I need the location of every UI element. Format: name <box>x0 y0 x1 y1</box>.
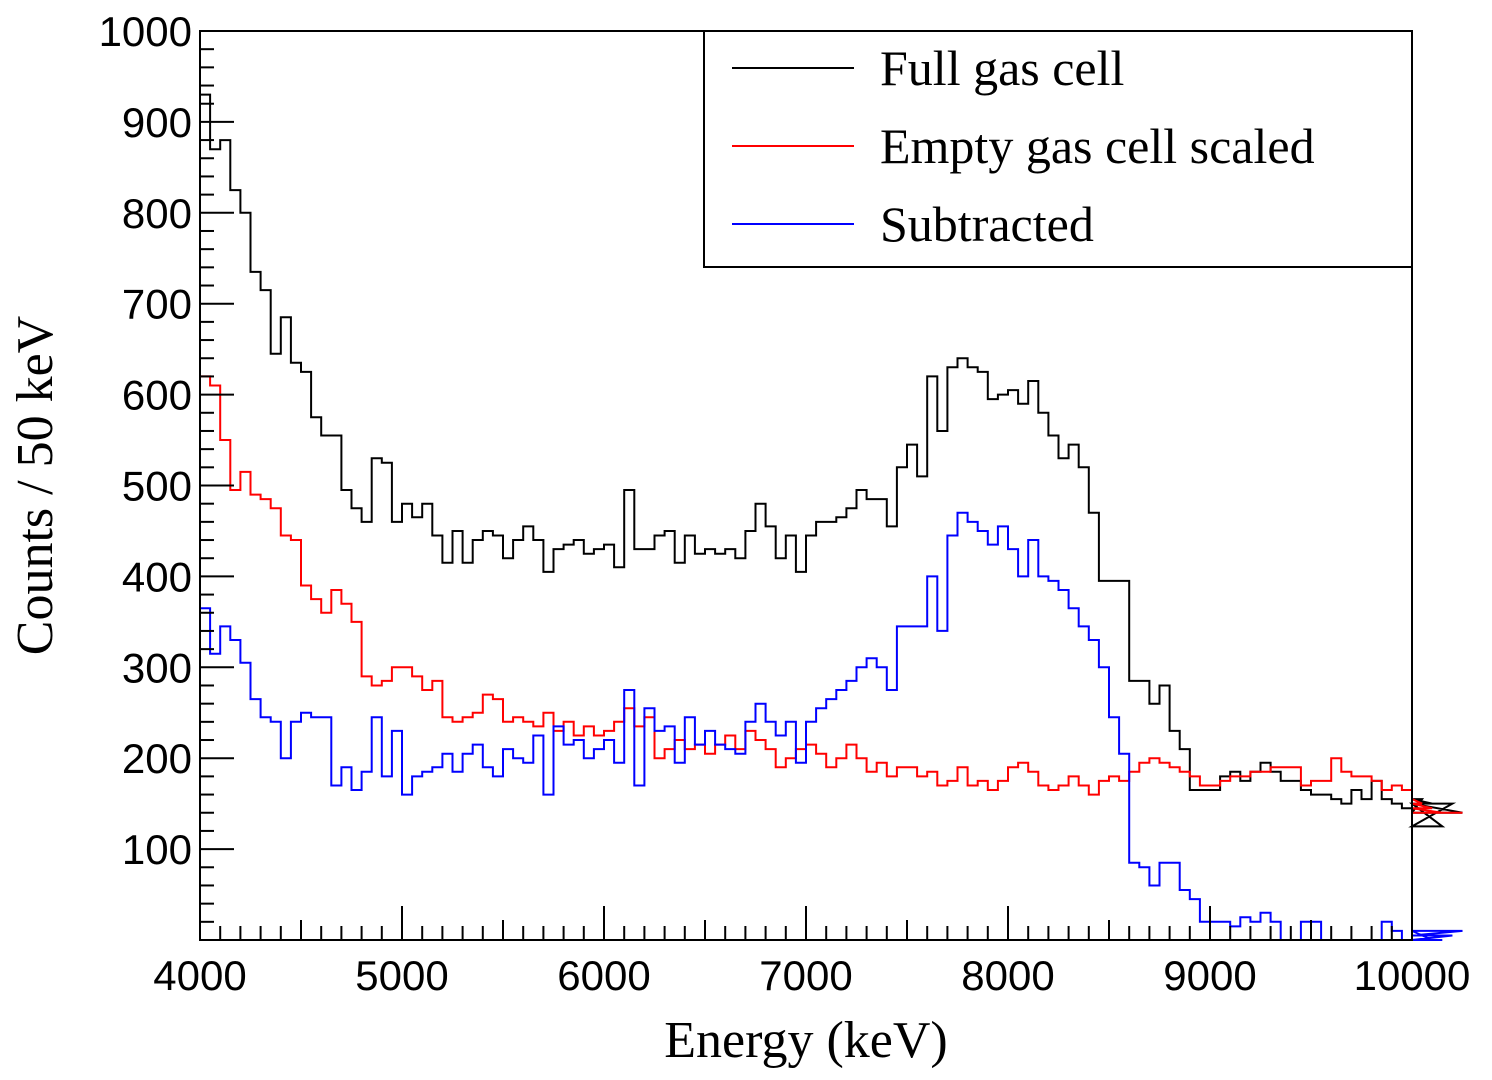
x-tick-label: 7000 <box>759 952 852 999</box>
y-tick-label: 1000 <box>99 8 192 55</box>
y-tick-label: 700 <box>122 281 192 328</box>
axes-group: 4000 5000 6000 7000 8000 9000 10000 100 200 300 40… <box>99 8 1471 999</box>
x-tick-label: 6000 <box>557 952 650 999</box>
x-tick-label: 4000 <box>153 952 246 999</box>
y-axis-title: Counts / 50 keV <box>7 316 64 655</box>
x-tick-label: 5000 <box>355 952 448 999</box>
x-tick-label: 8000 <box>961 952 1054 999</box>
y-tick-label: 900 <box>122 99 192 146</box>
legend: Full gas cell Empty gas cell scaled Subtra… <box>703 30 1413 268</box>
series-group <box>200 93 1463 941</box>
y-tick-label: 300 <box>122 644 192 691</box>
series-line-3 <box>200 511 1463 941</box>
y-tick-label: 800 <box>122 190 192 237</box>
legend-label-3: Subtracted <box>880 196 1094 252</box>
y-tick-label: 100 <box>122 826 192 873</box>
legend-label-2: Empty gas cell scaled <box>880 118 1315 174</box>
legend-label-1: Full gas cell <box>880 40 1124 96</box>
y-tick-label: 200 <box>122 735 192 782</box>
legend-box <box>703 30 1413 268</box>
y-tick-label: 500 <box>122 463 192 510</box>
x-axis-title: Energy (keV) <box>664 1012 948 1069</box>
y-tick-label: 600 <box>122 372 192 419</box>
x-tick-label: 10000 <box>1354 952 1471 999</box>
x-tick-label: 9000 <box>1163 952 1256 999</box>
series-line-2 <box>200 375 1463 814</box>
y-tick-label: 400 <box>122 553 192 600</box>
